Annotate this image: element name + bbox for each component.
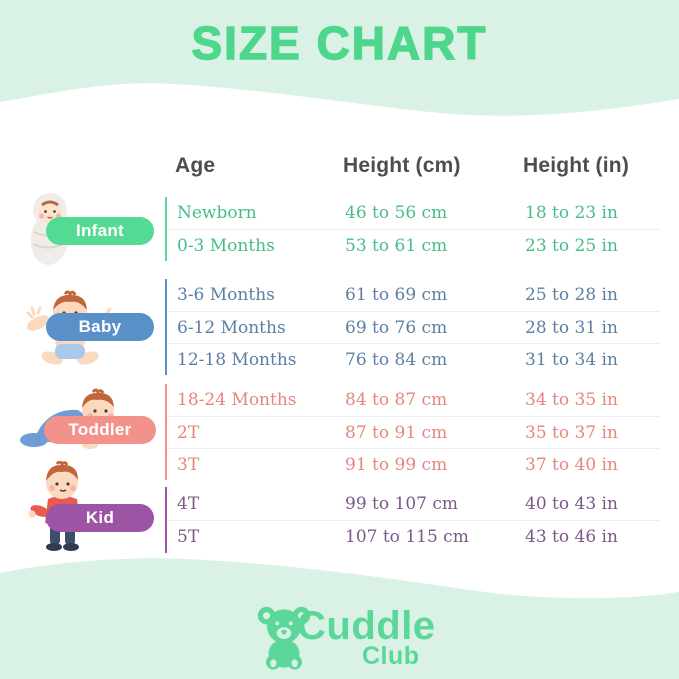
kid-label: Kid <box>85 508 115 527</box>
infant-label-pill: Infant <box>46 217 154 245</box>
height-cm-cell: 69 to 76 cm <box>345 317 448 338</box>
height-cm-cell: 53 to 61 cm <box>345 235 448 256</box>
infant-label: Infant <box>75 221 125 240</box>
height-in-cell: 23 to 25 in <box>525 235 618 256</box>
header-age: Age <box>175 154 216 177</box>
table-row: 2T 87 to 91 cm 35 to 37 in <box>167 416 660 448</box>
brand-name: Cuddle <box>297 604 436 648</box>
height-in-cell: 35 to 37 in <box>525 422 618 443</box>
age-cell: 3-6 Months <box>177 285 275 305</box>
table-header-row: Age Height (cm) Height (in) <box>165 150 660 182</box>
table-row: 5T 107 to 115 cm 43 to 46 in <box>167 520 660 553</box>
age-cell: 0-3 Months <box>177 235 275 256</box>
height-cm-cell: 46 to 56 cm <box>345 203 448 223</box>
brand-subname: Club <box>362 642 420 670</box>
height-in-cell: 31 to 34 in <box>525 349 618 370</box>
age-cell: 2T <box>177 422 200 443</box>
baby-label-pill: Baby <box>46 313 154 341</box>
group-infant: Newborn 46 to 56 cm 18 to 23 in 0-3 Mont… <box>165 197 660 261</box>
table-row: 4T 99 to 107 cm 40 to 43 in <box>167 487 660 520</box>
group-kid: 4T 99 to 107 cm 40 to 43 in 5T 107 to 11… <box>165 487 660 553</box>
table-row: 18-24 Months 84 to 87 cm 34 to 35 in <box>167 384 660 416</box>
height-in-cell: 18 to 23 in <box>525 203 618 223</box>
age-cell: 4T <box>177 493 200 514</box>
group-baby-rows: 3-6 Months 61 to 69 cm 25 to 28 in 6-12 … <box>165 279 660 375</box>
age-cell: 12-18 Months <box>177 349 297 370</box>
teddy-bear-icon <box>257 606 311 670</box>
height-cm-cell: 61 to 69 cm <box>345 285 448 305</box>
height-cm-cell: 107 to 115 cm <box>345 527 469 547</box>
height-cm-cell: 87 to 91 cm <box>345 422 448 443</box>
table-row: 12-18 Months 76 to 84 cm 31 to 34 in <box>167 343 660 375</box>
kid-label-pill: Kid <box>46 504 154 532</box>
age-cell: 5T <box>177 527 200 547</box>
table-row: 3T 91 to 99 cm 37 to 40 in <box>167 448 660 480</box>
height-in-cell: 28 to 31 in <box>525 317 618 338</box>
height-cm-cell: 76 to 84 cm <box>345 349 448 370</box>
height-cm-cell: 91 to 99 cm <box>345 454 448 475</box>
group-toddler-rows: 18-24 Months 84 to 87 cm 34 to 35 in 2T … <box>165 384 660 480</box>
age-cell: Newborn <box>177 203 257 223</box>
group-toddler: 18-24 Months 84 to 87 cm 34 to 35 in 2T … <box>165 384 660 480</box>
group-baby: 3-6 Months 61 to 69 cm 25 to 28 in 6-12 … <box>165 279 660 375</box>
height-in-cell: 40 to 43 in <box>525 493 618 514</box>
table-row: Newborn 46 to 56 cm 18 to 23 in <box>167 197 660 229</box>
height-in-cell: 25 to 28 in <box>525 285 618 305</box>
table-row: 3-6 Months 61 to 69 cm 25 to 28 in <box>167 279 660 311</box>
age-cell: 6-12 Months <box>177 317 286 338</box>
header-height-cm: Height (cm) <box>343 154 461 177</box>
group-kid-rows: 4T 99 to 107 cm 40 to 43 in 5T 107 to 11… <box>165 487 660 553</box>
page-title: SIZE CHART <box>191 16 488 69</box>
age-cell: 3T <box>177 454 200 475</box>
group-infant-rows: Newborn 46 to 56 cm 18 to 23 in 0-3 Mont… <box>165 197 660 261</box>
height-in-cell: 43 to 46 in <box>525 527 618 547</box>
height-cm-cell: 84 to 87 cm <box>345 390 448 410</box>
toddler-label-pill: Toddler <box>44 416 156 444</box>
toddler-label: Toddler <box>68 420 132 439</box>
height-cm-cell: 99 to 107 cm <box>345 493 458 514</box>
table-row: 6-12 Months 69 to 76 cm 28 to 31 in <box>167 311 660 343</box>
table-row: 0-3 Months 53 to 61 cm 23 to 25 in <box>167 229 660 261</box>
baby-label: Baby <box>78 317 122 336</box>
age-cell: 18-24 Months <box>177 390 297 410</box>
height-in-cell: 34 to 35 in <box>525 390 618 410</box>
header-height-in: Height (in) <box>523 154 630 177</box>
height-in-cell: 37 to 40 in <box>525 454 618 475</box>
